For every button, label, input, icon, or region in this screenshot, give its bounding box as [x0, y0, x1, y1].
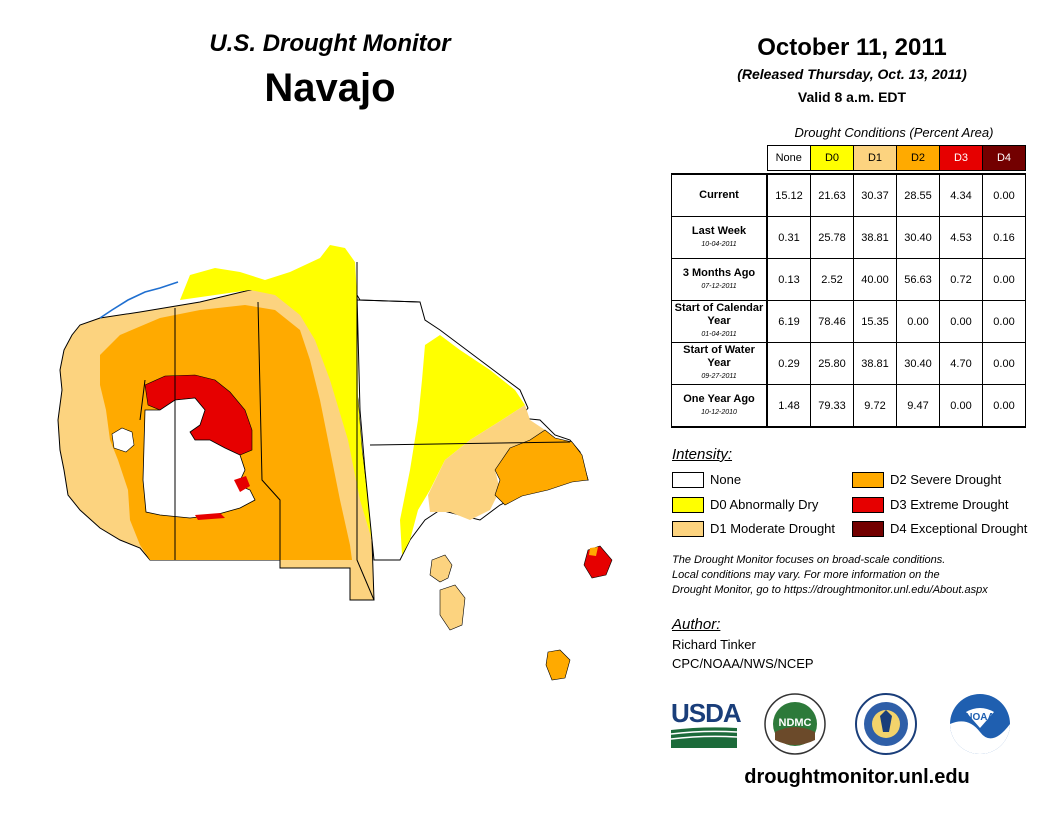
map-island-d1-a — [429, 554, 453, 583]
legend-swatch — [852, 521, 884, 537]
usda-logo: USDA — [671, 700, 742, 748]
table-row: Last Week 10-04-2011 0.31 25.78 38.81 30.… — [671, 216, 1026, 259]
map-d3-patch-b — [195, 513, 225, 520]
map-boundaries — [139, 262, 571, 601]
row-label: One Year Ago 10-12-2010 — [671, 384, 768, 428]
legend-swatch — [672, 472, 704, 488]
map-region-north-d0 — [180, 245, 372, 540]
map-river — [99, 281, 179, 319]
ndmc-logo: NDMC — [764, 693, 826, 755]
map-none-patch — [111, 427, 135, 453]
info-note: The Drought Monitor focuses on broad-sca… — [672, 554, 988, 596]
row-label: 3 Months Ago 07-12-2011 — [671, 258, 768, 301]
valid-date: October 11, 2011 — [757, 34, 947, 61]
svg-text:NDMC: NDMC — [779, 717, 812, 729]
row-label: Start of Calendar Year 01-04-2011 — [671, 300, 768, 343]
website-link[interactable]: droughtmonitor.unl.edu — [744, 766, 970, 788]
legend-title: Intensity: — [672, 446, 733, 463]
map-region-east-d2 — [494, 429, 589, 506]
conditions-title: Drought Conditions (Percent Area) — [794, 125, 994, 140]
row-label: Current — [671, 173, 768, 217]
table-row: 3 Months Ago 07-12-2011 0.13 2.52 40.00 5… — [671, 258, 1026, 301]
author-name: Richard Tinker — [672, 637, 756, 652]
table-row: Start of Calendar Year 01-04-2011 6.19 78… — [671, 300, 1026, 343]
release-date: (Released Thursday, Oct. 13, 2011) — [737, 66, 967, 82]
col-header-d2: D2 — [896, 145, 940, 171]
valid-time: Valid 8 a.m. EDT — [797, 89, 907, 105]
map-region-east-d1 — [428, 405, 545, 520]
table-row: Current 15.12 21.63 30.37 28.55 4.34 0.0… — [671, 173, 1026, 217]
conditions-table: None D0 D1 D2 D3 D4 Current 15.12 21.63 … — [671, 145, 1026, 428]
legend-swatch — [852, 472, 884, 488]
svg-text:NOAA: NOAA — [965, 712, 994, 723]
map-island-d3 — [583, 545, 613, 579]
row-label: Start of Water Year 09-27-2011 — [671, 342, 768, 385]
drought-map — [57, 245, 613, 681]
col-header-d0: D0 — [810, 145, 854, 171]
col-header-d4: D4 — [982, 145, 1026, 171]
noaa-logo: NOAA — [950, 694, 1010, 754]
col-header-none: None — [766, 145, 811, 171]
table-row: One Year Ago 10-12-2010 1.48 79.33 9.72 9… — [671, 384, 1026, 428]
col-header-d1: D1 — [853, 145, 897, 171]
row-label: Last Week 10-04-2011 — [671, 216, 768, 259]
legend-swatch — [672, 521, 704, 537]
legend-swatch — [852, 497, 884, 513]
map-region-east-d0 — [400, 335, 525, 555]
map-island-d2-b — [589, 547, 598, 556]
col-header-d3: D3 — [939, 145, 983, 171]
map-island-d1-b — [439, 584, 466, 631]
table-row: Start of Water Year 09-27-2011 0.29 25.80… — [671, 342, 1026, 385]
map-island-d2 — [545, 649, 571, 681]
author-title: Author: — [672, 616, 721, 633]
map-region-none-interior — [142, 397, 256, 519]
legend-swatch — [672, 497, 704, 513]
author-org: CPC/NOAA/NWS/NCEP — [672, 656, 814, 671]
map-title: U.S. Drought Monitor — [209, 30, 451, 57]
region-name: Navajo — [264, 66, 396, 110]
commerce-seal-logo — [855, 693, 917, 755]
map-d3-patch-a — [234, 476, 250, 492]
